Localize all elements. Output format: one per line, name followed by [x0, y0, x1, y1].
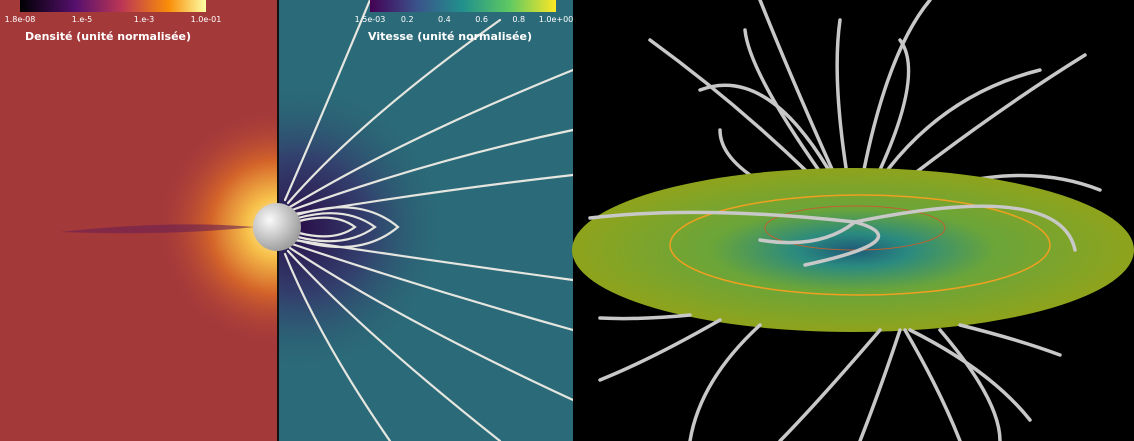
density-colorbar: [20, 0, 206, 12]
velocity-title: Vitesse (unité normalisée): [368, 30, 532, 43]
density-title: Densité (unité normalisée): [25, 30, 191, 43]
colorbar-tick-label: 1.e-5: [72, 15, 93, 24]
colorbar-tick-label: 1.5e-03: [355, 15, 386, 24]
colorbar-tick-label: 1.0e-01: [191, 15, 222, 24]
velocity-ticks: 1.5e-03 0.2 0.4 0.6 0.8 1.0e+00: [355, 15, 574, 24]
streamlines: [283, 0, 575, 441]
lower-streamlines: [598, 313, 1062, 441]
left-panel: 1.8e-08 1.e-5 1.e-3 1.0e-01 1.5e-03 0.2 0.4 0.…: [0, 0, 575, 441]
wake: [60, 224, 255, 234]
sphere: [253, 203, 301, 251]
density-ticks: 1.8e-08 1.e-5 1.e-3 1.0e-01: [5, 15, 222, 24]
contour: [669, 194, 1051, 296]
colorbar-tick-label: 1.0e+00: [539, 15, 574, 24]
colorbar-tick-label: 0.2: [401, 15, 414, 24]
right-panel: [572, 0, 1134, 441]
disk-streamlines: [588, 204, 1077, 267]
colorbar-tick-label: 0.6: [475, 15, 488, 24]
colorbar-tick-label: 1.8e-08: [5, 15, 36, 24]
colorbar-tick-label: 1.e-3: [134, 15, 155, 24]
colorbar-tick-label: 0.4: [438, 15, 451, 24]
velocity-colorbar: [370, 0, 556, 12]
velocity-dark: [278, 0, 573, 441]
colorbar-tick-label: 0.8: [512, 15, 525, 24]
density-glow: [0, 0, 278, 441]
